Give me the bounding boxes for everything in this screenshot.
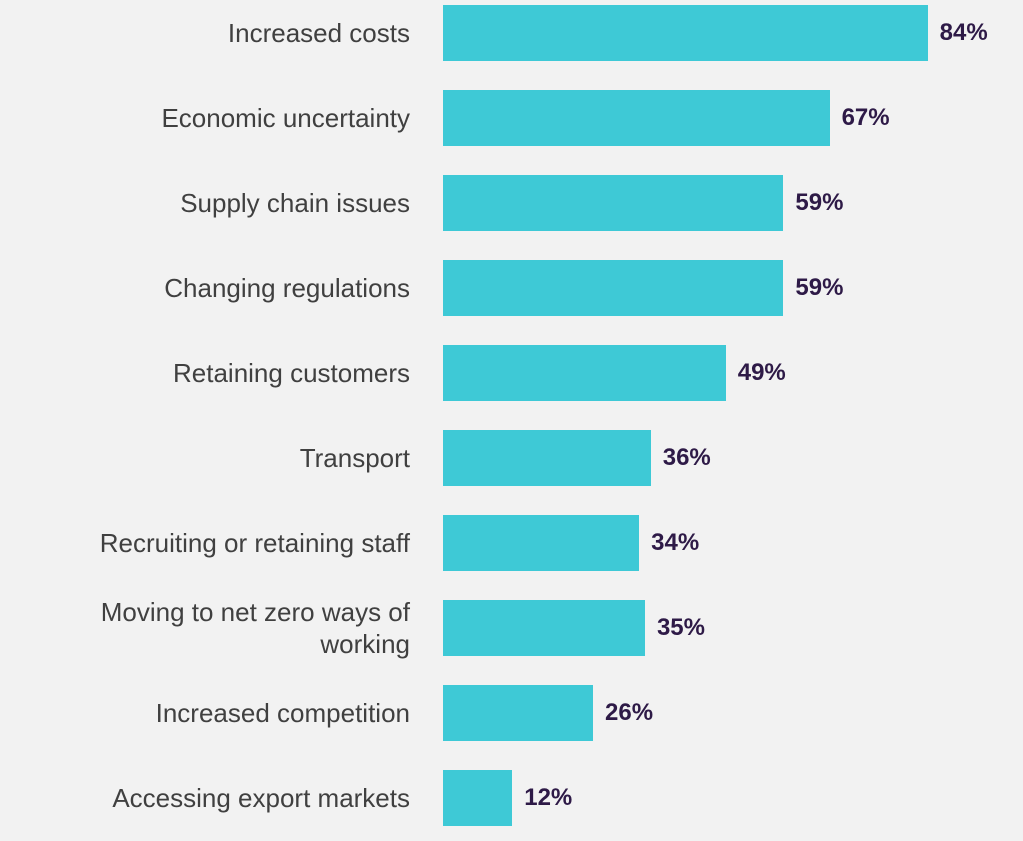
category-label: Transport: [299, 443, 410, 473]
value-label: 35%: [656, 614, 705, 641]
category-label: Supply chain issues: [180, 188, 410, 218]
value-label: 59%: [795, 274, 844, 301]
value-label: 26%: [605, 699, 654, 726]
value-label: 49%: [737, 359, 786, 386]
category-label: Recruiting or retaining staff: [99, 528, 410, 558]
value-label: 67%: [841, 104, 890, 131]
chart: Increased costs 84% Economic uncertainty 67…: [99, 5, 988, 826]
category-label: Economic uncertainty: [161, 103, 410, 133]
category-label: Accessing export markets: [112, 783, 410, 813]
bar: [443, 685, 594, 741]
value-label: 36%: [662, 444, 711, 471]
value-label: 59%: [795, 189, 844, 216]
category-label: Retaining customers: [173, 358, 410, 388]
bar: [443, 430, 651, 486]
bar: [443, 770, 513, 826]
bar: [443, 515, 640, 571]
bar: [443, 5, 928, 61]
bar: [443, 260, 784, 316]
bar: [443, 90, 830, 146]
value-label: 84%: [939, 19, 988, 46]
bar: [443, 175, 784, 231]
category-label: Increased competition: [155, 698, 410, 728]
bar: [443, 600, 645, 656]
bar: [443, 345, 726, 401]
value-label: 34%: [651, 529, 700, 556]
category-label: Increased costs: [227, 18, 410, 48]
category-label: Moving to net zero ways of working: [100, 597, 410, 659]
category-label: Changing regulations: [164, 273, 410, 303]
value-label: 12%: [524, 784, 573, 811]
